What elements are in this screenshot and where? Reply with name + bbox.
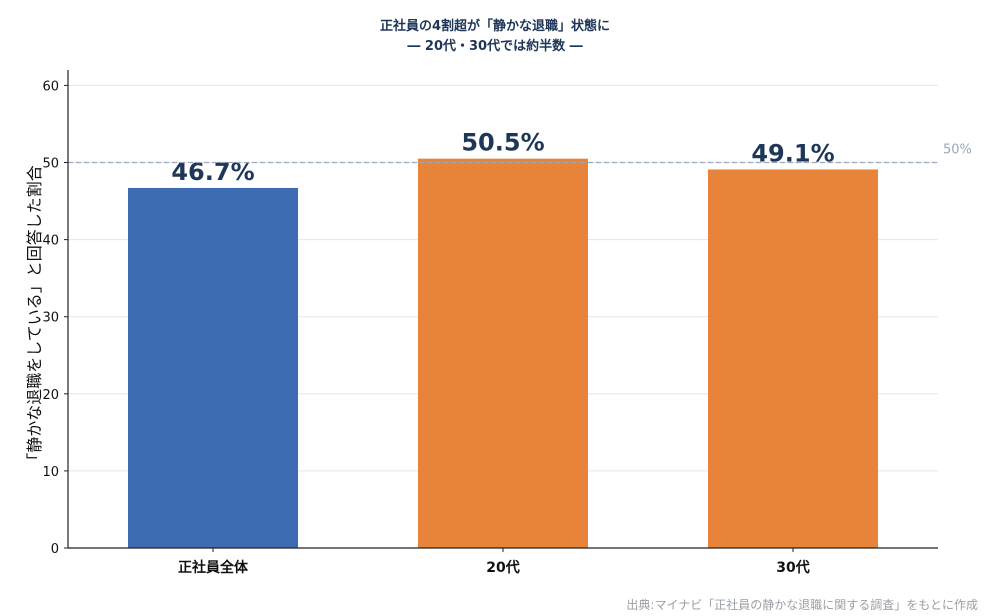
x-tick-label: 20代 (486, 559, 519, 576)
y-tick-label: 20 (42, 388, 59, 403)
y-tick-label: 0 (51, 542, 59, 557)
y-tick-label: 10 (42, 465, 59, 480)
bar-value-label: 50.5% (461, 129, 544, 157)
y-tick-label: 40 (42, 234, 59, 249)
chart-title: 正社員の4割超が「静かな退職」状態に (379, 19, 611, 34)
bar (708, 169, 878, 548)
x-tick-label: 正社員全体 (178, 559, 249, 576)
bar-value-label: 49.1% (751, 139, 834, 167)
y-tick-label: 30 (42, 311, 59, 326)
reference-line-label: 50% (943, 143, 972, 158)
bar (418, 158, 588, 548)
y-tick-label: 50 (42, 157, 59, 172)
chart-subtitle: ― 20代・30代では約半数 ― (407, 39, 583, 54)
source-note: 出典:マイナビ「正社員の静かな退職に関する調査」をもとに作成 (626, 598, 978, 612)
y-tick-label: 60 (42, 79, 59, 94)
bar (128, 187, 298, 548)
x-tick-label: 30代 (776, 559, 809, 576)
